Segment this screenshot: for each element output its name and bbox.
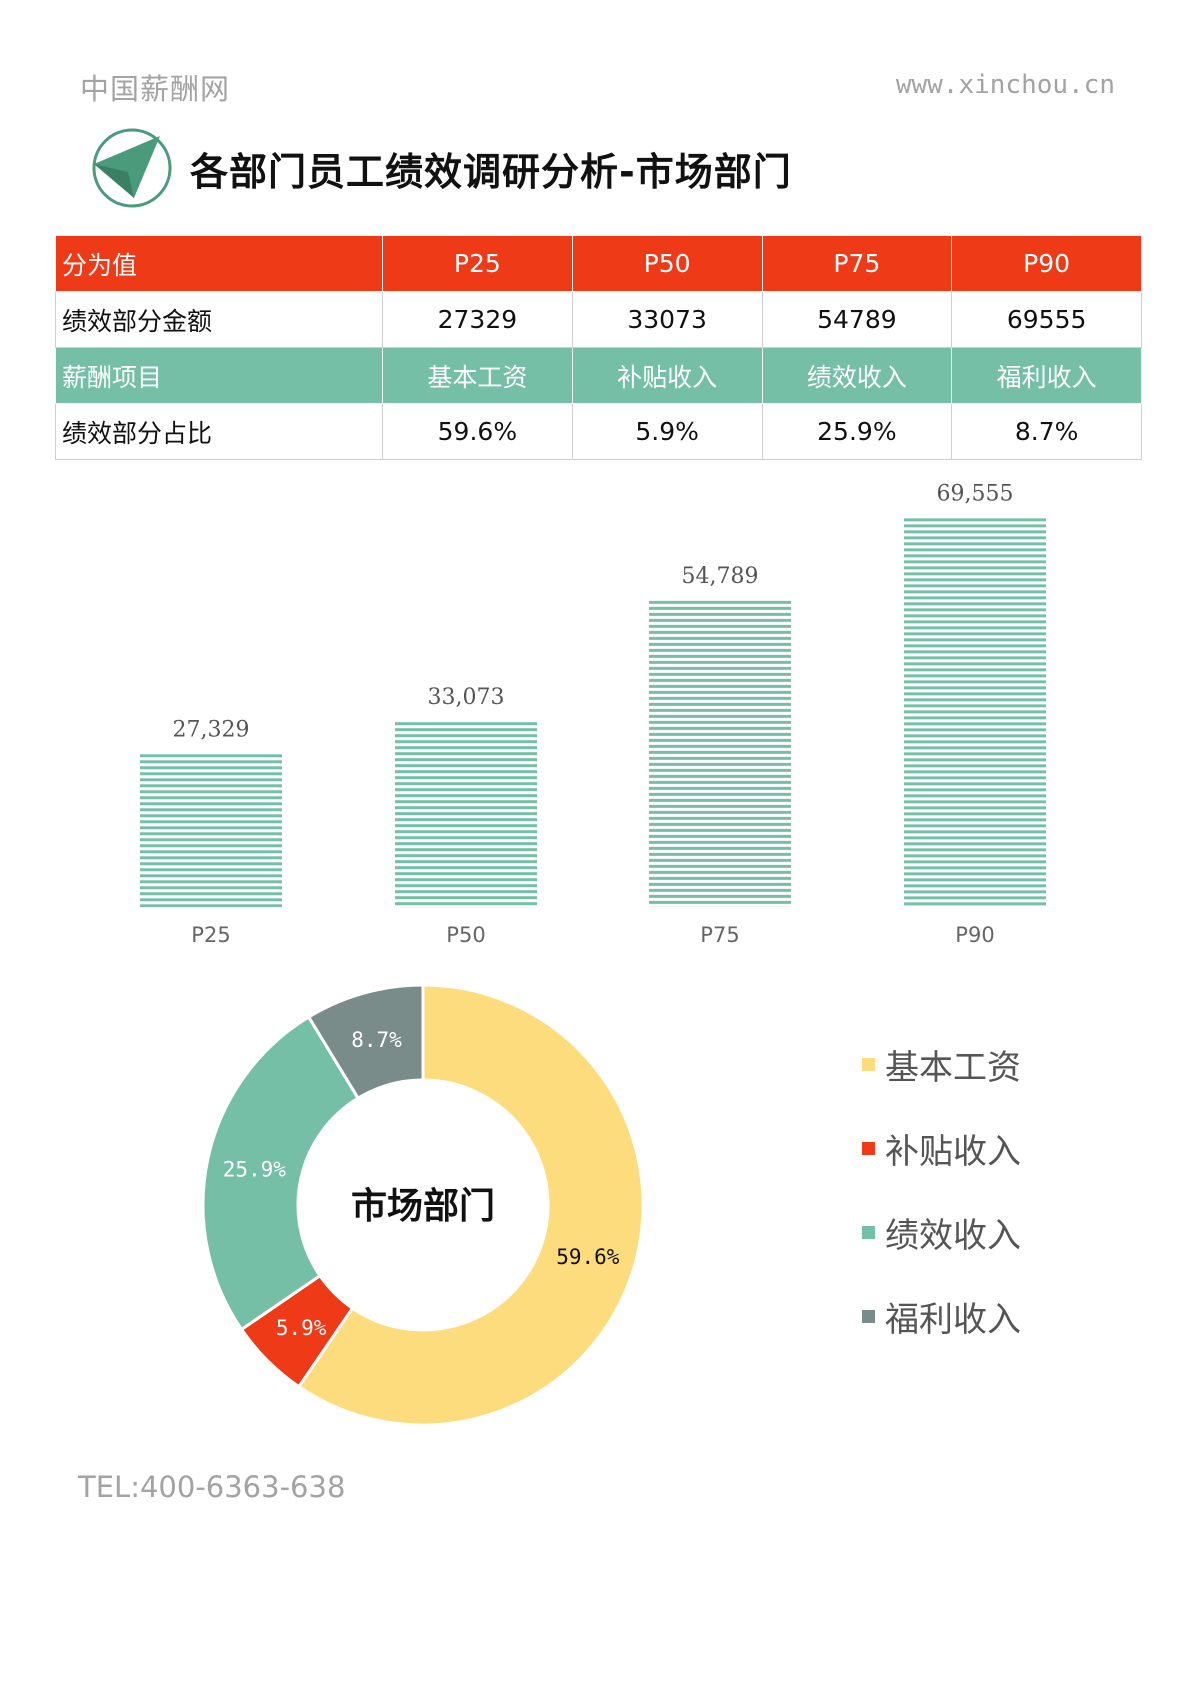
legend-swatch-icon [862, 1225, 875, 1239]
footer-tel: TEL:400-6363-638 [78, 1470, 346, 1504]
donut-slice-0 [296, 983, 645, 1427]
bar-P25 [140, 754, 282, 907]
donut-slice-2 [201, 1014, 361, 1332]
table-row: 绩效部分金额 27329 33073 54789 69555 [55, 291, 1142, 348]
bar-data-label: 27,329 [173, 717, 250, 742]
table-cell: P25 [382, 235, 573, 292]
table-cell: P90 [951, 235, 1142, 292]
legend-label: 绩效收入 [885, 1215, 1021, 1256]
bar-category-label: P50 [446, 923, 485, 947]
table-cell: 54789 [761, 291, 953, 348]
table-cell: 补贴收入 [571, 347, 763, 404]
legend-item: 绩效收入 [862, 1190, 1021, 1274]
table-row: 绩效部分占比 59.6% 5.9% 25.9% 8.7% [55, 403, 1142, 460]
bar-category-label: P75 [700, 923, 739, 947]
bar-P75 [649, 600, 791, 907]
legend-label: 福利收入 [885, 1299, 1021, 1340]
bar-data-label: 69,555 [937, 481, 1014, 506]
row-header-cell: 绩效部分金额 [55, 291, 383, 348]
page-title: 各部门员工绩效调研分析-市场部门 [190, 150, 792, 194]
row-header-cell: 薪酬项目 [55, 347, 383, 404]
bar-category-label: P90 [955, 923, 994, 947]
row-header-cell: 分为值 [55, 235, 383, 292]
table-cell: 33073 [571, 291, 763, 348]
bar-P90 [904, 518, 1046, 906]
table-cell: 8.7% [951, 403, 1142, 460]
donut-slice-3 [306, 983, 425, 1101]
table-cell: 福利收入 [951, 347, 1142, 404]
brand-url: www.xinchou.cn [895, 70, 1115, 100]
slice-data-label: 8.7% [351, 1028, 402, 1052]
bar-chart: 27,329 P25 33,073 P50 54,789 P75 69,555 P90 [140, 481, 1046, 947]
bar-data-label: 33,073 [428, 685, 505, 710]
bar-category-label: P25 [191, 923, 230, 947]
slice-data-label: 5.9% [276, 1316, 327, 1340]
bar-data-label: 54,789 [682, 564, 759, 589]
table-row: 分为值 P25 P50 P75 P90 [55, 235, 1142, 292]
logo-triangle-icon [92, 128, 172, 208]
table-row: 薪酬项目 基本工资 补贴收入 绩效收入 福利收入 [55, 347, 1142, 404]
slice-data-label: 59.6% [556, 1245, 620, 1269]
table-cell: 基本工资 [382, 347, 573, 404]
legend-label: 补贴收入 [885, 1131, 1021, 1172]
donut-center-label: 市场部门 [351, 1186, 495, 1227]
table-cell: 59.6% [382, 403, 573, 460]
legend-item: 基本工资 [862, 1022, 1021, 1106]
performance-table: 分为值 P25 P50 P75 P90 绩效部分金额 27329 33073 54789 6955… [55, 235, 1142, 460]
table-cell: P75 [761, 235, 953, 292]
pie-legend: 基本工资补贴收入绩效收入福利收入 [862, 1022, 1021, 1358]
table-cell: 5.9% [571, 403, 763, 460]
legend-item: 补贴收入 [862, 1106, 1021, 1190]
table-cell: P50 [571, 235, 763, 292]
legend-item: 福利收入 [862, 1274, 1021, 1358]
row-header-cell: 绩效部分占比 [55, 403, 383, 460]
bar-P50 [395, 722, 537, 906]
legend-swatch-icon [862, 1309, 875, 1323]
donut-chart: 59.6% 5.9% 25.9% 8.7% 市场部门 [201, 983, 645, 1427]
table-cell: 25.9% [761, 403, 953, 460]
brand-name: 中国薪酬网 [80, 72, 231, 106]
legend-label: 基本工资 [885, 1047, 1021, 1088]
legend-swatch-icon [862, 1141, 875, 1155]
table-cell: 69555 [951, 291, 1142, 348]
table-cell: 绩效收入 [761, 347, 953, 404]
slice-data-label: 25.9% [223, 1158, 287, 1182]
legend-swatch-icon [862, 1057, 875, 1071]
table-cell: 27329 [382, 291, 573, 348]
